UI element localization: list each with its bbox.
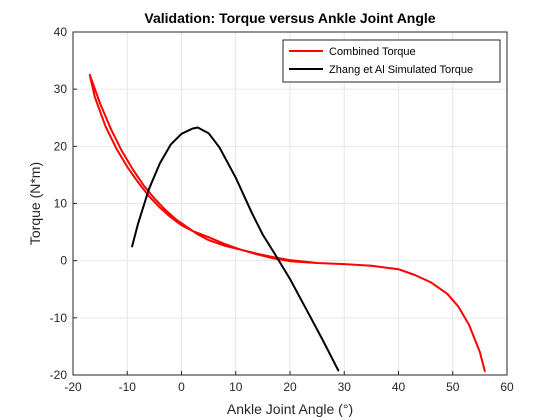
legend-label-1: Zhang et Al Simulated Torque bbox=[329, 64, 473, 76]
y-tick-label: 10 bbox=[54, 197, 68, 211]
series-line-1 bbox=[131, 126, 340, 372]
x-tick-label: 30 bbox=[338, 380, 352, 394]
x-tick-label: 0 bbox=[178, 380, 185, 394]
ticks: -20 -10 0 10 20 30 40 50 60 -20 -10 0 10 20 30 40 bbox=[50, 25, 514, 394]
x-tick-label: 50 bbox=[446, 380, 460, 394]
legend-label-0: Combined Torque bbox=[329, 46, 416, 58]
y-tick-label: -20 bbox=[50, 368, 68, 382]
legend: Combined Torque Zhang et Al Simulated Tor… bbox=[282, 39, 501, 83]
series-line-0 bbox=[88, 73, 486, 372]
x-tick-label: -10 bbox=[119, 380, 137, 394]
y-tick-label: 20 bbox=[54, 139, 68, 153]
chart-title: Validation: Torque versus Ankle Joint An… bbox=[144, 10, 435, 26]
legend-box bbox=[282, 39, 501, 83]
series-layer bbox=[88, 73, 486, 372]
x-tick-label: -20 bbox=[64, 380, 82, 394]
y-tick-label: -10 bbox=[50, 311, 68, 325]
y-tick-label: 0 bbox=[60, 254, 67, 268]
y-tick-label: 40 bbox=[54, 25, 68, 39]
x-tick-label: 60 bbox=[500, 380, 514, 394]
y-tick-label: 30 bbox=[54, 82, 68, 96]
x-tick-label: 20 bbox=[283, 380, 297, 394]
y-axis-label: Torque (N*m) bbox=[27, 162, 43, 245]
x-tick-label: 10 bbox=[229, 380, 243, 394]
x-tick-label: 40 bbox=[392, 380, 406, 394]
x-axis-label: Ankle Joint Angle (°) bbox=[227, 401, 353, 417]
